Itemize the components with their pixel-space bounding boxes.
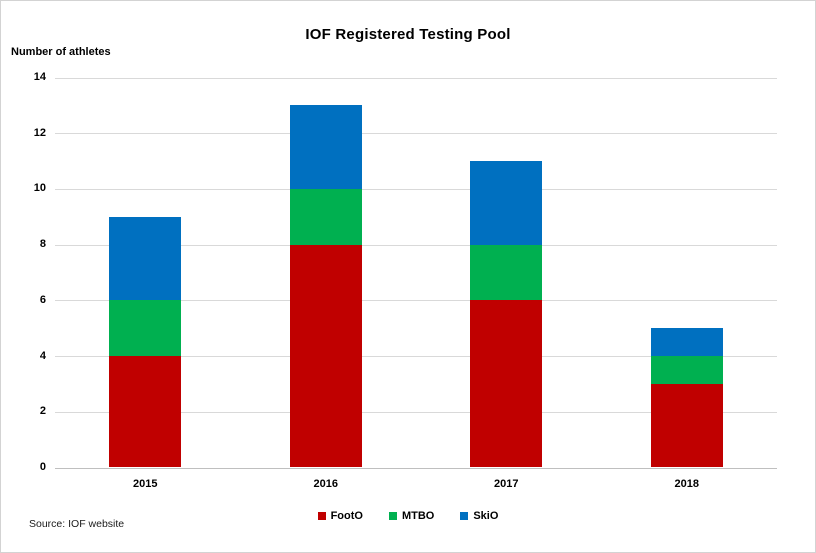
legend-item-mtbo: MTBO <box>388 510 435 522</box>
x-axis-line <box>55 467 777 469</box>
legend-item-footo: FootO <box>317 510 363 522</box>
x-tick-label-2015: 2015 <box>133 478 158 490</box>
bar-segment-footo-2017 <box>470 300 543 468</box>
y-tick-label-10: 10 <box>33 182 46 195</box>
bar-segment-skio-2015 <box>109 216 182 301</box>
y-tick-label-8: 8 <box>39 238 46 251</box>
legend-label-mtbo: MTBO <box>401 510 435 522</box>
y-tick-label-14: 14 <box>33 71 46 83</box>
legend-label-footo: FootO <box>330 510 363 522</box>
x-tick-label-2016: 2016 <box>313 478 339 490</box>
source-note: Source: IOF website <box>29 518 125 530</box>
bar-segment-mtbo-2016 <box>289 188 362 245</box>
gridline-y-8 <box>55 244 777 246</box>
gridline-y-14 <box>55 77 777 79</box>
x-tick-label-2018: 2018 <box>674 478 700 490</box>
chart-title: IOF Registered Testing Pool <box>305 26 511 43</box>
y-tick-label-4: 4 <box>39 349 46 362</box>
y-tick-label-12: 12 <box>33 126 46 139</box>
bar-segment-skio-2017 <box>470 161 543 245</box>
legend-swatch-skio <box>460 512 469 520</box>
x-tick-label-2017: 2017 <box>494 478 519 490</box>
y-axis-title: Number of athletes <box>11 46 111 58</box>
gridline-y-6 <box>55 300 777 302</box>
legend: FootO MTBO SkiO <box>1 510 815 522</box>
gridline-y-4 <box>55 356 777 358</box>
bar-segment-footo-2018 <box>650 383 723 468</box>
bar-segment-mtbo-2018 <box>650 356 723 384</box>
gridline-y-12 <box>55 133 777 135</box>
bar-segment-footo-2015 <box>109 356 182 468</box>
bar-segment-mtbo-2017 <box>470 244 543 301</box>
legend-label-skio: SkiO <box>473 510 499 522</box>
bar-segment-mtbo-2015 <box>109 300 182 357</box>
bar-segment-skio-2016 <box>289 105 362 189</box>
y-tick-label-2: 2 <box>39 405 46 418</box>
gridline-y-10 <box>55 188 777 190</box>
y-tick-label-0: 0 <box>39 461 46 473</box>
y-tick-label-6: 6 <box>39 293 46 306</box>
bar-segment-footo-2016 <box>289 244 362 468</box>
gridline-y-2 <box>55 411 777 413</box>
legend-swatch-footo <box>317 512 326 520</box>
bar-segment-skio-2018 <box>650 328 723 357</box>
legend-swatch-mtbo <box>388 512 397 520</box>
legend-item-skio: SkiO <box>460 510 498 522</box>
